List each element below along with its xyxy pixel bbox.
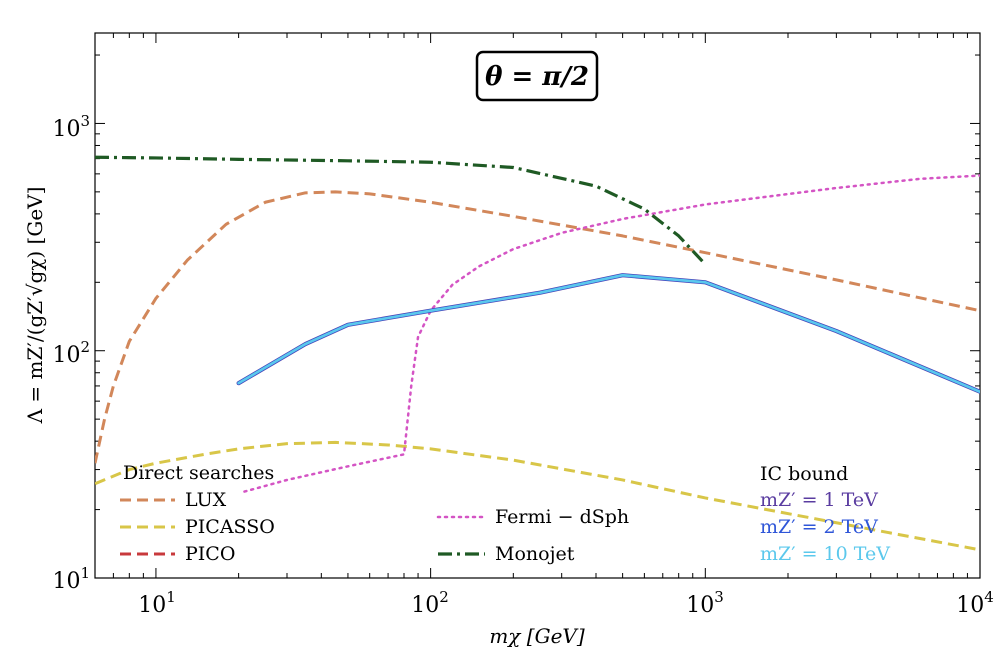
legend-ic-bound: IC bound mZ′ = 1 TeV mZ′ = 2 TeV mZ′ = 1…: [760, 463, 890, 565]
y-tick-label-100: 102: [52, 338, 90, 368]
legend-label-monojet: Monojet: [495, 543, 575, 565]
legend-label-fermi: Fermi − dSph: [495, 506, 629, 528]
series-line-fermi-dsph: [243, 174, 980, 493]
series-line-mz-1-tev: [236, 273, 980, 394]
x-tick-label-10000: 104: [956, 588, 994, 618]
legend-indirect: Fermi − dSph Monojet: [436, 506, 629, 565]
y-tick-label-1000: 103: [52, 112, 90, 142]
series-line-picasso: [95, 440, 980, 552]
legend-label-mz-2tev: mZ′ = 2 TeV: [760, 516, 878, 538]
legend-label-mz-10tev: mZ′ = 10 TeV: [760, 543, 890, 565]
x-tick-label-100: 102: [411, 588, 449, 618]
axis-ticks: [94, 33, 981, 579]
series-line-mz-2-tev: [236, 273, 980, 394]
title-box: [475, 50, 599, 102]
series-layer: [95, 155, 980, 552]
series-line-lux: [95, 190, 980, 464]
legend-label-picasso: PICASSO: [185, 516, 275, 538]
x-axis-label: mχ [GeV]: [489, 624, 585, 648]
legend-direct-searches: Direct searches LUX PICASSO PICO: [120, 462, 275, 565]
series-line-monojet: [95, 155, 707, 266]
y-tick-label-10: 101: [52, 564, 90, 594]
legend-heading-ic-bound: IC bound: [760, 463, 848, 485]
chart-title: θ = π/2: [485, 62, 589, 92]
plot-frame: [94, 32, 981, 579]
series-line-mz-10-tev: [237, 273, 980, 394]
x-tick-label-1000: 103: [686, 588, 724, 618]
legend-label-pico: PICO: [185, 543, 235, 565]
legend-heading-direct-searches: Direct searches: [123, 462, 274, 484]
x-tick-label-10: 101: [138, 588, 176, 618]
legend-label-lux: LUX: [185, 489, 227, 511]
legend-label-mz-1tev: mZ′ = 1 TeV: [760, 489, 878, 511]
y-axis-label: Λ = mZ′/(gZ′√gχ) [GeV]: [23, 187, 47, 425]
